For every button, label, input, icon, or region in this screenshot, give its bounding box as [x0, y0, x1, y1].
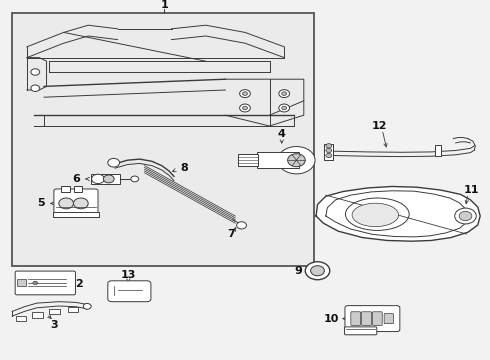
Text: 3: 3	[50, 320, 58, 330]
Text: 5: 5	[37, 198, 45, 208]
Text: 7: 7	[227, 229, 235, 239]
Circle shape	[326, 144, 332, 148]
Circle shape	[59, 198, 74, 209]
Circle shape	[278, 147, 315, 174]
FancyBboxPatch shape	[15, 271, 75, 295]
Bar	[17, 279, 26, 286]
Text: 9: 9	[294, 266, 302, 276]
Bar	[49, 309, 60, 314]
Circle shape	[326, 148, 332, 153]
Text: 4: 4	[278, 129, 286, 139]
Circle shape	[282, 106, 287, 110]
Text: 8: 8	[180, 163, 188, 173]
Bar	[16, 316, 26, 321]
FancyBboxPatch shape	[108, 281, 151, 302]
Circle shape	[31, 69, 40, 75]
Circle shape	[455, 208, 476, 224]
Circle shape	[131, 176, 139, 182]
Ellipse shape	[345, 198, 409, 230]
FancyBboxPatch shape	[351, 312, 361, 325]
Circle shape	[279, 90, 290, 98]
Circle shape	[459, 211, 472, 221]
Bar	[324, 144, 333, 160]
Circle shape	[311, 266, 324, 276]
Circle shape	[74, 198, 88, 209]
Circle shape	[83, 303, 91, 309]
Circle shape	[240, 104, 250, 112]
FancyBboxPatch shape	[362, 312, 371, 325]
Circle shape	[92, 174, 104, 184]
Bar	[53, 212, 99, 217]
Circle shape	[243, 92, 247, 95]
Circle shape	[237, 222, 246, 229]
Circle shape	[279, 104, 290, 112]
Text: 12: 12	[372, 121, 388, 131]
Circle shape	[33, 281, 38, 285]
Circle shape	[31, 85, 40, 91]
FancyBboxPatch shape	[345, 306, 400, 332]
Circle shape	[103, 175, 114, 183]
Bar	[435, 145, 441, 156]
Bar	[257, 152, 299, 168]
Bar	[91, 174, 120, 184]
Circle shape	[305, 262, 330, 280]
Ellipse shape	[352, 203, 398, 227]
Circle shape	[282, 92, 287, 95]
Text: 1: 1	[160, 0, 168, 10]
FancyBboxPatch shape	[344, 327, 377, 335]
Text: 10: 10	[323, 314, 339, 324]
Text: 2: 2	[75, 279, 83, 289]
Bar	[32, 312, 43, 318]
Circle shape	[240, 90, 250, 98]
Bar	[74, 186, 82, 192]
FancyBboxPatch shape	[384, 314, 393, 324]
FancyBboxPatch shape	[372, 312, 382, 325]
Circle shape	[243, 106, 247, 110]
Circle shape	[288, 154, 305, 167]
Text: 6: 6	[72, 174, 80, 184]
FancyBboxPatch shape	[54, 189, 98, 216]
Bar	[12, 13, 314, 266]
Polygon shape	[316, 186, 480, 241]
Text: 13: 13	[121, 270, 136, 280]
Bar	[68, 307, 78, 312]
Bar	[61, 186, 70, 192]
Text: 11: 11	[464, 185, 480, 195]
Circle shape	[108, 158, 120, 167]
Bar	[238, 154, 258, 166]
Circle shape	[326, 153, 332, 158]
